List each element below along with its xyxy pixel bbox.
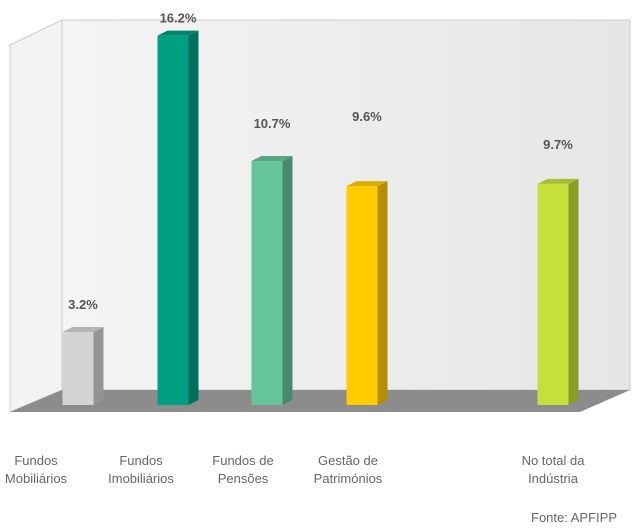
bar-side [188,30,199,405]
bar-top [157,30,199,36]
value-label: 9.7% [543,137,573,152]
bar-side [93,327,104,405]
bar-top [62,327,104,333]
x-tick-label: Gestão de Patrimónios [313,453,383,486]
back-wall [61,19,631,391]
bar-top [251,156,293,162]
x-tick-label: Fundos Imobiliários [108,453,174,486]
bar [346,186,378,405]
bar-top [346,181,388,187]
bar [537,183,569,405]
value-label: 10.7% [254,116,291,131]
bar-side [568,178,579,405]
x-tick-label: No total da Indústria [521,453,585,486]
bar [62,332,94,405]
bar-side [377,181,388,405]
x-tick-label: Fundos Mobiliários [4,453,68,486]
source: Fonte: APFIPP [531,510,617,525]
value-label: 9.6% [352,109,382,124]
x-tick-label: Fundos de Pensões [212,453,274,486]
bar-top [537,178,579,184]
left-wall [9,19,63,413]
bar [251,161,283,405]
bar-side [282,156,293,405]
value-label: 3.2% [68,297,98,312]
value-label: 16.2% [160,11,197,26]
bar [157,35,189,405]
